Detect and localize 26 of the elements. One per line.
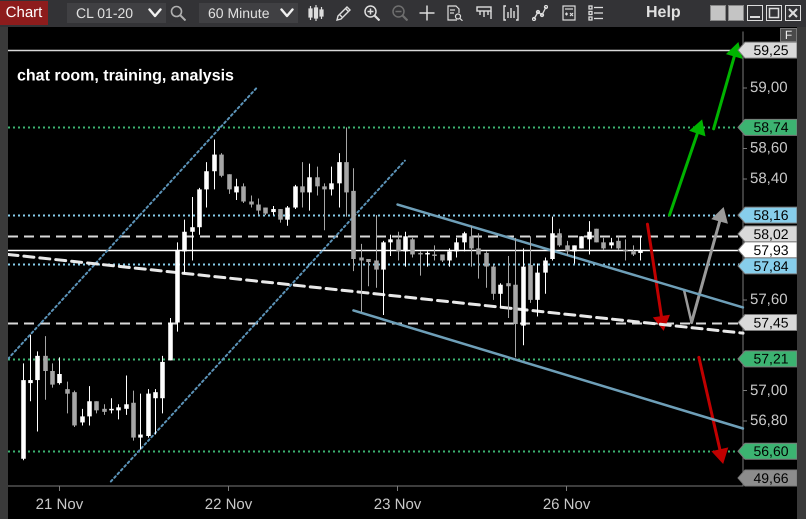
x-tick-label: 23 Nov — [374, 496, 422, 514]
dropdown: 60 Minute — [199, 3, 298, 23]
y-tick-label: 57,00 — [750, 382, 788, 399]
y-tick-label: 59,00 — [750, 79, 788, 96]
ref-line-label: 57,45 — [753, 314, 789, 330]
x-tick-label: 21 Nov — [36, 496, 84, 514]
ref-line-label: 58,02 — [753, 226, 789, 242]
text: F — [780, 28, 797, 42]
text: 49,66 — [753, 470, 789, 486]
text: Help — [646, 4, 681, 22]
ref-line-label: 57,93 — [753, 242, 789, 258]
ref-line-label: 58,74 — [753, 119, 789, 136]
ref-line-label: 57,21 — [753, 350, 789, 367]
x-tick-label: 26 Nov — [542, 496, 591, 514]
y-tick-label: 57,60 — [750, 291, 788, 308]
text: chat room, training, analysis — [17, 67, 234, 84]
x-tick-label: 22 Nov — [204, 496, 253, 514]
ref-line-label: 56,60 — [753, 443, 789, 460]
y-tick-label: 56,80 — [750, 412, 788, 430]
ref-line-label: 57,84 — [753, 258, 789, 274]
text: Chart — [0, 1, 48, 25]
ref-line-label: 58,16 — [753, 206, 789, 223]
dropdown: CL 01-20 — [67, 3, 166, 23]
ref-line-label: 59,25 — [753, 42, 789, 58]
y-tick-label: 58,40 — [750, 170, 788, 187]
y-tick-label: 58,60 — [750, 140, 788, 157]
